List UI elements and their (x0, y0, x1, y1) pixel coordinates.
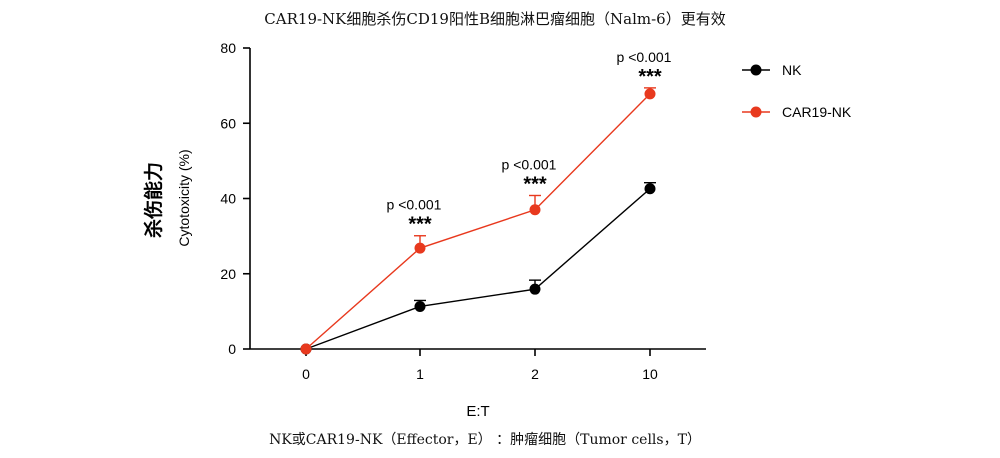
plot-area (300, 87, 656, 355)
chart-caption: NK或CAR19-NK（Effector，E） ：肿瘤细胞（Tumor cell… (269, 431, 701, 448)
legend-item-car19-nk: CAR19-NK (742, 104, 852, 120)
y-tick-label-0: 0 (228, 341, 236, 357)
x-tick-label-10: 10 (642, 366, 658, 382)
significance-stars-2: *** (523, 173, 547, 195)
y-tick-label-80: 80 (220, 40, 236, 56)
y-tick-label-20: 20 (220, 266, 236, 282)
x-tick-label-1: 1 (416, 366, 424, 382)
point-car19-nk-10 (644, 88, 656, 100)
legend-label-nk: NK (782, 62, 802, 78)
y-tick-label-60: 60 (220, 115, 236, 131)
p-value-label-10: p <0.001 (617, 49, 672, 65)
point-car19-nk-1 (414, 242, 426, 254)
y-tick-label-40: 40 (220, 191, 236, 207)
point-nk-1 (414, 300, 426, 312)
series-line-nk (305, 188, 651, 350)
legend-item-nk: NK (742, 62, 802, 78)
p-value-label-1: p <0.001 (387, 197, 442, 213)
legend-label-car19-nk: CAR19-NK (782, 104, 852, 120)
series-line-car19-nk (305, 93, 651, 350)
annotations: ***p <0.001***p <0.001***p <0.001 (387, 49, 672, 236)
chart-title: CAR19-NK细胞杀伤CD19阳性B细胞淋巴瘤细胞（Nalm-6）更有效 (264, 10, 725, 28)
y-axis-label: Cytotoxicity (%) (176, 149, 192, 246)
legend-marker-nk (750, 64, 762, 76)
point-nk-10 (644, 183, 656, 195)
series-car19-nk (300, 87, 656, 355)
y-axis-label-cn: 杀伤能力 (142, 162, 165, 238)
legend-marker-car19-nk (750, 106, 762, 118)
x-tick-label-0: 0 (302, 366, 310, 382)
significance-stars-1: *** (408, 214, 432, 236)
point-nk-2 (529, 283, 541, 295)
x-axis-label: E:T (466, 403, 489, 420)
point-car19-nk-2 (529, 204, 541, 216)
series-nk (300, 181, 656, 355)
point-car19-nk-0 (300, 343, 312, 355)
axes: 0 20 40 60 80 0 1 2 10 (220, 40, 706, 382)
legend: NK CAR19-NK (742, 62, 852, 120)
x-tick-label-2: 2 (531, 366, 539, 382)
p-value-label-2: p <0.001 (502, 156, 557, 172)
significance-stars-10: *** (638, 66, 662, 88)
